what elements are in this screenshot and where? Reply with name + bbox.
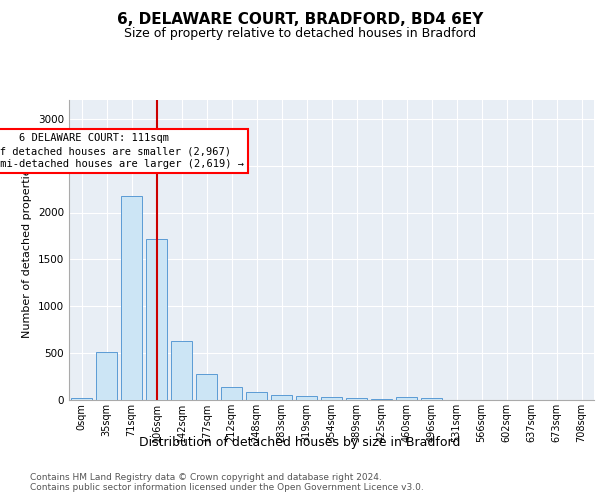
Y-axis label: Number of detached properties: Number of detached properties bbox=[22, 162, 32, 338]
Bar bbox=[196, 374, 217, 400]
Text: Size of property relative to detached houses in Bradford: Size of property relative to detached ho… bbox=[124, 28, 476, 40]
Bar bbox=[346, 398, 367, 400]
Bar bbox=[96, 352, 117, 400]
Bar bbox=[246, 392, 267, 400]
Text: 6 DELAWARE COURT: 111sqm
← 53% of detached houses are smaller (2,967)
46% of sem: 6 DELAWARE COURT: 111sqm ← 53% of detach… bbox=[0, 133, 244, 169]
Text: Distribution of detached houses by size in Bradford: Distribution of detached houses by size … bbox=[139, 436, 461, 449]
Text: Contains HM Land Registry data © Crown copyright and database right 2024.: Contains HM Land Registry data © Crown c… bbox=[30, 472, 382, 482]
Bar bbox=[421, 398, 442, 400]
Bar bbox=[71, 398, 92, 400]
Bar bbox=[296, 396, 317, 400]
Bar bbox=[171, 342, 192, 400]
Bar bbox=[146, 239, 167, 400]
Text: Contains public sector information licensed under the Open Government Licence v3: Contains public sector information licen… bbox=[30, 482, 424, 492]
Bar bbox=[321, 397, 342, 400]
Bar bbox=[396, 397, 417, 400]
Bar bbox=[371, 398, 392, 400]
Bar bbox=[271, 396, 292, 400]
Bar bbox=[221, 387, 242, 400]
Bar bbox=[121, 196, 142, 400]
Text: 6, DELAWARE COURT, BRADFORD, BD4 6EY: 6, DELAWARE COURT, BRADFORD, BD4 6EY bbox=[117, 12, 483, 28]
